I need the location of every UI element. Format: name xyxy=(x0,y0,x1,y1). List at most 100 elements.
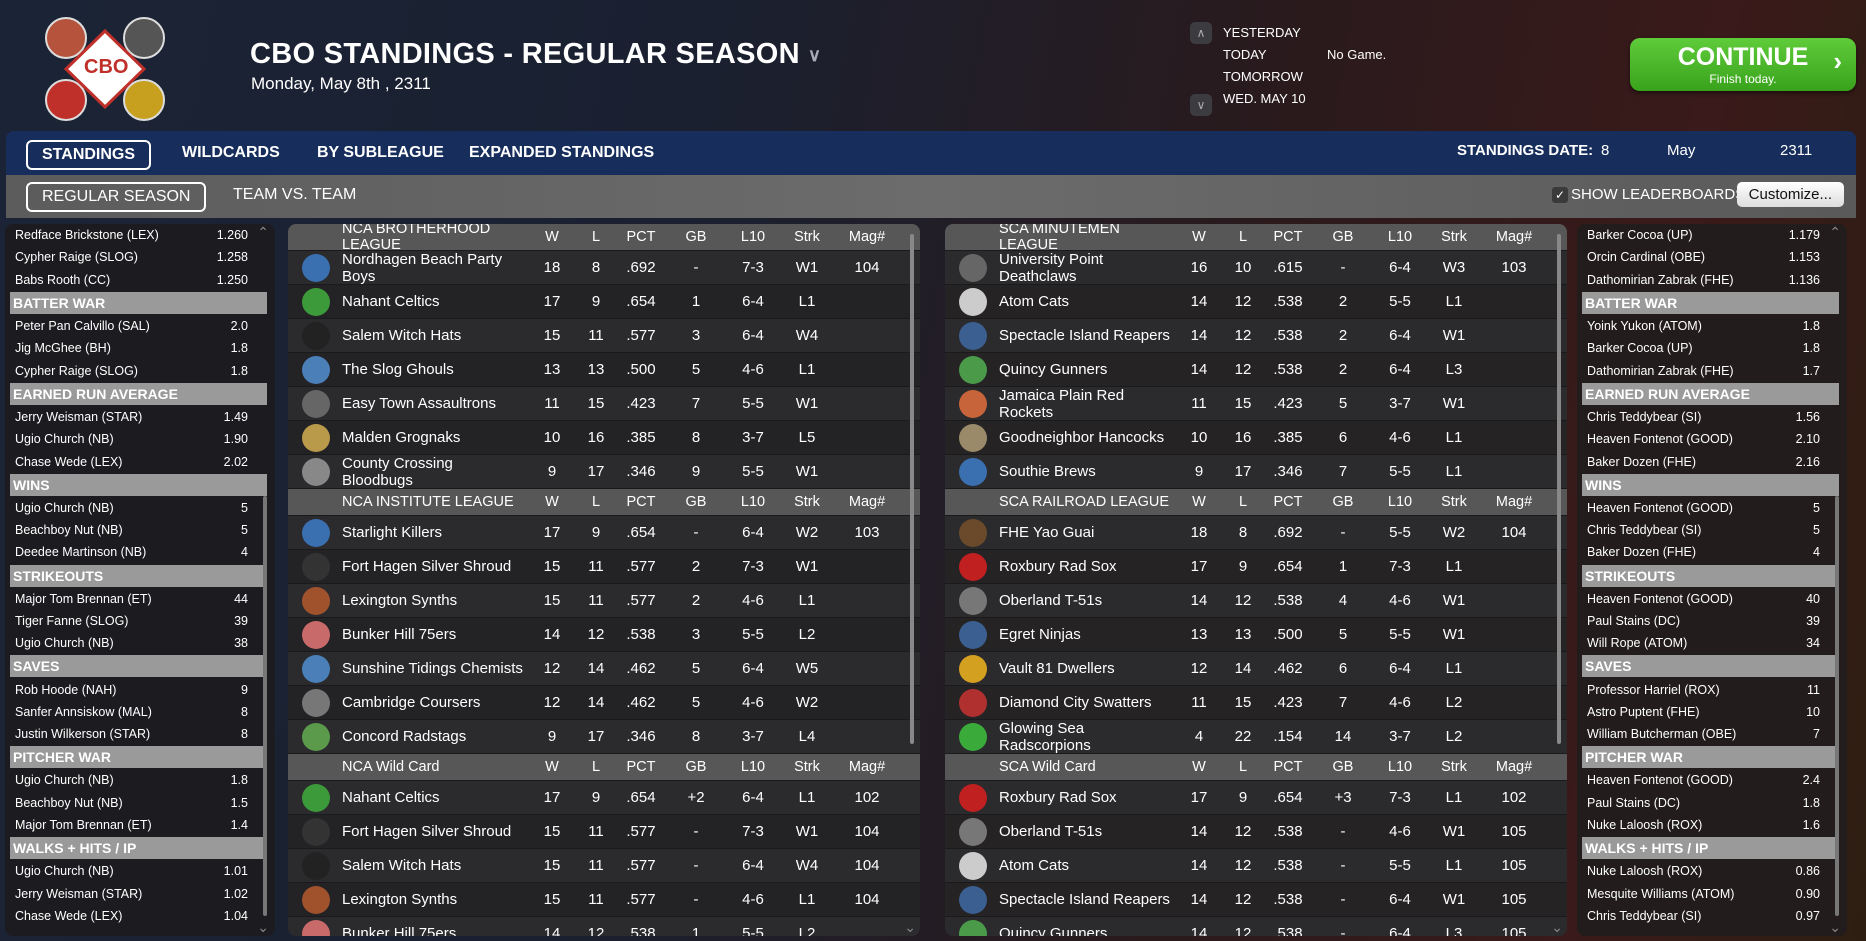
leader-name[interactable]: Heaven Fontenot (GOOD) xyxy=(1587,500,1733,515)
team-row[interactable]: Malden Grognaks 10 16 .385 8 3-7 L5 xyxy=(288,421,920,455)
leader-name[interactable]: Redface Brickstone (LEX) xyxy=(15,228,159,243)
team-name[interactable]: Oberland T-51s xyxy=(999,592,1103,609)
page-title[interactable]: CBO STANDINGS - REGULAR SEASON ∨ xyxy=(250,38,821,71)
leader-name[interactable]: Barker Cocoa (UP) xyxy=(1587,228,1693,243)
leader-row[interactable]: Baker Dozen (FHE) 2.16 xyxy=(1582,450,1844,472)
column-header-pct[interactable]: PCT xyxy=(1273,759,1303,775)
leader-name[interactable]: Sanfer Annsiskow (MAL) xyxy=(15,704,152,719)
day-today[interactable]: TODAY xyxy=(1223,47,1267,62)
team-name[interactable]: Starlight Killers xyxy=(342,524,443,541)
team-row[interactable]: Salem Witch Hats 15 11 .577 3 6-4 W4 xyxy=(288,319,920,353)
column-header-pct[interactable]: PCT xyxy=(626,759,656,775)
team-name[interactable]: Spectacle Island Reapers xyxy=(999,327,1170,344)
column-header-l[interactable]: L xyxy=(1238,229,1248,245)
leader-row[interactable]: Paul Stains (DC) 39 xyxy=(1582,610,1844,632)
team-row[interactable]: Glowing Sea Radscorpions 4 22 .154 14 3-7 L2 xyxy=(945,720,1567,754)
column-header-gb[interactable]: GB xyxy=(1332,494,1354,510)
leader-row[interactable]: Ugio Church (NB) 1.8 xyxy=(10,769,272,791)
team-name[interactable]: The Slog Ghouls xyxy=(342,361,454,378)
leader-name[interactable]: Ugio Church (NB) xyxy=(15,636,114,651)
column-header-w[interactable]: W xyxy=(545,494,559,510)
team-row[interactable]: Starlight Killers 17 9 .654 - 6-4 W2 103 xyxy=(288,516,920,550)
leader-name[interactable]: Paul Stains (DC) xyxy=(1587,795,1681,810)
column-header-gb[interactable]: GB xyxy=(685,229,707,245)
standings-date-day[interactable]: 8 xyxy=(1601,142,1610,159)
team-name[interactable]: Quincy Gunners xyxy=(999,361,1108,378)
team-row[interactable]: Oberland T-51s 14 12 .538 - 4-6 W1 105 xyxy=(945,815,1567,849)
team-row[interactable]: Roxbury Rad Sox 17 9 .654 +3 7-3 L1 102 xyxy=(945,781,1567,815)
scroll-down-icon[interactable]: ⌄ xyxy=(1829,919,1841,935)
team-name[interactable]: Fort Hagen Silver Shroud xyxy=(342,823,512,840)
leader-row[interactable]: Cypher Raige (SLOG) 1.258 xyxy=(10,246,272,268)
column-header-l[interactable]: L xyxy=(591,229,601,245)
leader-name[interactable]: Peter Pan Calvillo (SAL) xyxy=(15,319,150,334)
leader-row[interactable]: Will Rope (ATOM) 34 xyxy=(1582,632,1844,654)
team-name[interactable]: Southie Brews xyxy=(999,463,1096,480)
day-wed[interactable]: WED. MAY 10 xyxy=(1223,91,1306,106)
team-name[interactable]: Jamaica Plain Red Rockets xyxy=(999,386,1125,421)
team-row[interactable]: Jamaica Plain Red Rockets 11 15 .423 5 3-7 W1 xyxy=(945,387,1567,421)
team-row[interactable]: Atom Cats 14 12 .538 2 5-5 L1 xyxy=(945,285,1567,319)
column-header-l10[interactable]: L10 xyxy=(740,229,766,245)
show-leaderboards-checkbox[interactable]: ✓ xyxy=(1552,187,1568,203)
leader-row[interactable]: Chris Teddybear (SI) 1.56 xyxy=(1582,406,1844,428)
team-row[interactable]: Salem Witch Hats 15 11 .577 - 6-4 W4 104 xyxy=(288,849,920,883)
team-name[interactable]: Nahant Celtics xyxy=(342,789,440,806)
leader-row[interactable]: Baker Dozen (FHE) 4 xyxy=(1582,541,1844,563)
leader-name[interactable]: Jig McGhee (BH) xyxy=(15,341,111,356)
leader-row[interactable]: Beachboy Nut (NB) 5 xyxy=(10,519,272,541)
leader-row[interactable]: Heaven Fontenot (GOOD) 2.4 xyxy=(1582,769,1844,791)
leader-row[interactable]: William Butcherman (OBE) 7 xyxy=(1582,723,1844,745)
column-header-strk[interactable]: Strk xyxy=(794,229,820,245)
leader-name[interactable]: Tiger Fanne (SLOG) xyxy=(15,614,129,628)
leader-name[interactable]: Chase Wede (LEX) xyxy=(15,908,123,923)
team-row[interactable]: Quincy Gunners 14 12 .538 - 6-4 L3 105 xyxy=(945,917,1567,936)
leader-name[interactable]: Chris Teddybear (SI) xyxy=(1587,523,1702,538)
tab-expanded-standings[interactable]: EXPANDED STANDINGS xyxy=(469,144,655,161)
leader-name[interactable]: Nuke Laloosh (ROX) xyxy=(1587,864,1703,879)
leader-row[interactable]: Peter Pan Calvillo (SAL) 2.0 xyxy=(10,315,272,337)
leader-name[interactable]: Justin Wilkerson (STAR) xyxy=(15,727,151,742)
team-name[interactable]: Glowing Sea Radscorpions xyxy=(999,719,1091,754)
team-name[interactable]: Salem Witch Hats xyxy=(342,327,462,344)
scroll-up-icon[interactable]: ⌃ xyxy=(257,224,269,240)
leader-row[interactable]: Rob Hoode (NAH) 9 xyxy=(10,678,272,700)
team-name[interactable]: Concord Radstags xyxy=(342,728,467,745)
leader-name[interactable]: Heaven Fontenot (GOOD) xyxy=(1587,432,1733,447)
team-row[interactable]: Spectacle Island Reapers 14 12 .538 - 6-4 W1 10… xyxy=(945,883,1567,917)
team-name[interactable]: FHE Yao Guai xyxy=(999,524,1095,541)
leader-row[interactable]: Paul Stains (DC) 1.8 xyxy=(1582,792,1844,814)
leader-name[interactable]: Dathomirian Zabrak (FHE) xyxy=(1587,272,1734,287)
team-name[interactable]: Atom Cats xyxy=(999,857,1070,874)
team-name[interactable]: Cambridge Coursers xyxy=(342,694,481,711)
leader-name[interactable]: Beachboy Nut (NB) xyxy=(15,795,123,810)
leader-name[interactable]: Chris Teddybear (SI) xyxy=(1587,409,1702,424)
scroll-up-icon[interactable]: ⌃ xyxy=(1829,224,1841,240)
column-header-strk[interactable]: Strk xyxy=(1441,229,1467,245)
team-name[interactable]: Salem Witch Hats xyxy=(342,857,462,874)
team-row[interactable]: University Point Deathclaws 16 10 .615 - 6-4 W… xyxy=(945,251,1567,285)
leader-row[interactable]: Mesquite Williams (ATOM) 0.90 xyxy=(1582,883,1844,905)
leader-name[interactable]: William Butcherman (OBE) xyxy=(1587,727,1737,742)
leader-row[interactable]: Cypher Raige (SLOG) 1.8 xyxy=(10,359,272,381)
leader-row[interactable]: Beachboy Nut (NB) 1.5 xyxy=(10,792,272,814)
column-header-gb[interactable]: GB xyxy=(685,494,707,510)
team-row[interactable]: Oberland T-51s 14 12 .538 4 4-6 W1 xyxy=(945,584,1567,618)
column-header-w[interactable]: W xyxy=(1192,229,1206,245)
column-header-l10[interactable]: L10 xyxy=(1387,759,1413,775)
leader-name[interactable]: Professor Harriel (ROX) xyxy=(1587,682,1720,697)
leader-row[interactable]: Ugio Church (NB) 5 xyxy=(10,497,272,519)
leader-name[interactable]: Baker Dozen (FHE) xyxy=(1587,454,1697,469)
leader-name[interactable]: Barker Cocoa (UP) xyxy=(1587,341,1693,356)
leader-name[interactable]: Ugio Church (NB) xyxy=(15,432,114,447)
leader-name[interactable]: Major Tom Brennan (ET) xyxy=(15,818,152,833)
team-row[interactable]: Fort Hagen Silver Shroud 15 11 .577 - 7-3 W1 10… xyxy=(288,815,920,849)
leader-row[interactable]: Justin Wilkerson (STAR) 8 xyxy=(10,723,272,745)
team-row[interactable]: Quincy Gunners 14 12 .538 2 6-4 L3 xyxy=(945,353,1567,387)
column-header-magnum[interactable]: Mag# xyxy=(848,229,886,245)
leader-name[interactable]: Chris Teddybear (SI) xyxy=(1587,908,1702,923)
team-row[interactable]: Diamond City Swatters 11 15 .423 7 4-6 L2 xyxy=(945,686,1567,720)
team-row[interactable]: Roxbury Rad Sox 17 9 .654 1 7-3 L1 xyxy=(945,550,1567,584)
tab-regular-season[interactable]: REGULAR SEASON xyxy=(26,182,207,212)
day-yesterday[interactable]: YESTERDAY xyxy=(1223,25,1301,40)
